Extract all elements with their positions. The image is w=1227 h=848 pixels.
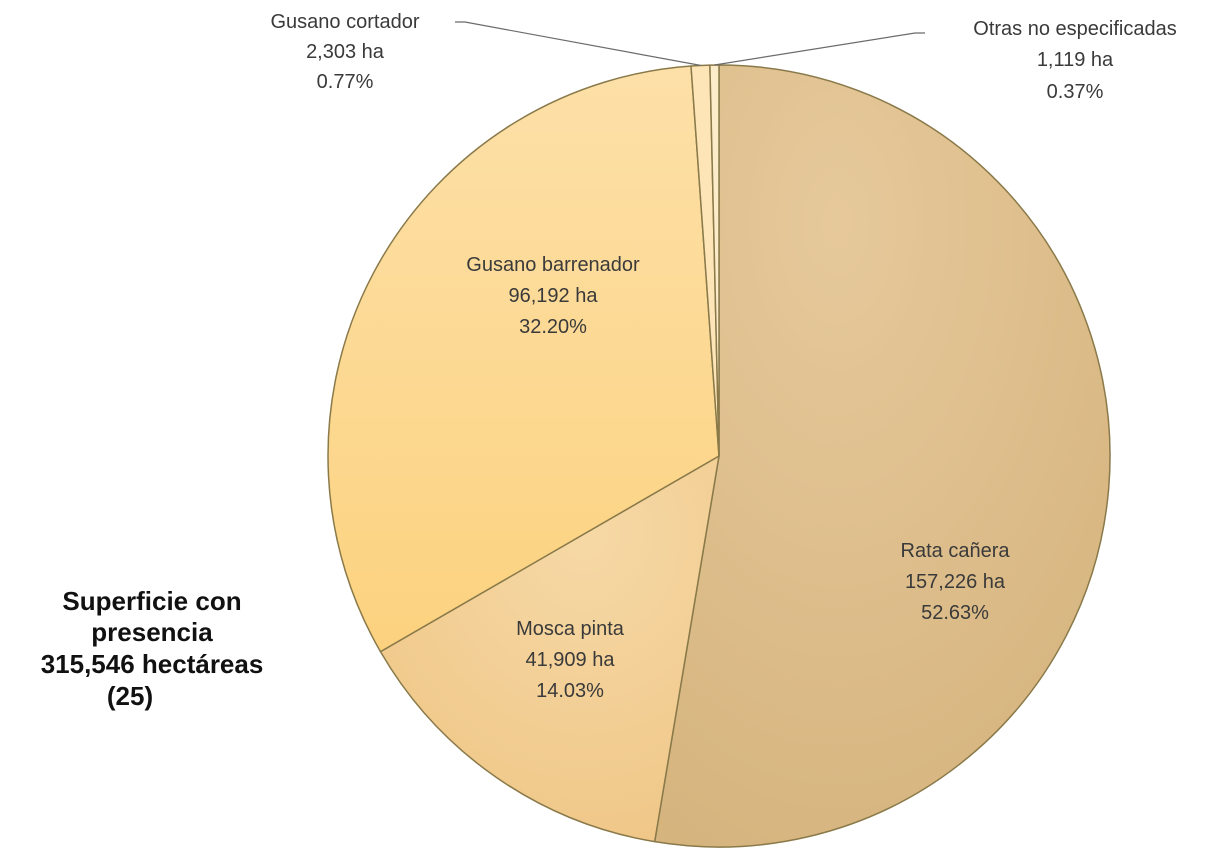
slice-percent: 52.63% [921, 602, 989, 624]
label-otras-no-especificadas: Otras no especificadas 1,119 ha 0.37% [973, 18, 1176, 103]
summary-line-1: Superficie con [62, 586, 241, 616]
slice-percent: 0.37% [1047, 81, 1104, 103]
summary-line-2: presencia [91, 617, 213, 647]
slice-name: Otras no especificadas [973, 18, 1176, 40]
slice-name: Gusano cortador [271, 11, 420, 33]
slice-area: 41,909 ha [526, 649, 616, 671]
slice-percent: 14.03% [536, 680, 604, 702]
summary-line-3: 315,546 hectáreas [41, 649, 264, 679]
label-mosca-pinta: Mosca pinta 41,909 ha 14.03% [516, 618, 625, 702]
summary-total: Superficie con presencia 315,546 hectáre… [41, 586, 264, 711]
slice-name: Mosca pinta [516, 618, 625, 640]
label-gusano-cortador: Gusano cortador 2,303 ha 0.77% [271, 11, 420, 93]
slice-area: 96,192 ha [509, 285, 599, 307]
summary-line-4: (25) [107, 681, 153, 711]
slice-name: Gusano barrenador [466, 254, 640, 276]
slice-area: 1,119 ha [1037, 49, 1114, 71]
leader-line-otras-no-especificadas [714, 32, 925, 66]
slice-name: Rata cañera [901, 540, 1011, 562]
slice-percent: 32.20% [519, 316, 587, 338]
label-gusano-barrenador: Gusano barrenador 96,192 ha 32.20% [466, 254, 640, 338]
slice-mosca-pinta [379, 455, 720, 843]
leader-line-gusano-cortador [455, 21, 701, 66]
slice-area: 2,303 ha [306, 41, 385, 63]
slice-percent: 0.77% [317, 71, 374, 93]
leader-lines [455, 21, 925, 66]
pie-slices [327, 64, 1111, 848]
slice-otras-no-especificadas [709, 64, 720, 457]
slice-rata-canera [653, 64, 1111, 848]
label-rata-canera: Rata cañera 157,226 ha 52.63% [901, 540, 1011, 624]
slice-area: 157,226 ha [905, 571, 1006, 593]
slice-gusano-barrenador [327, 65, 720, 653]
